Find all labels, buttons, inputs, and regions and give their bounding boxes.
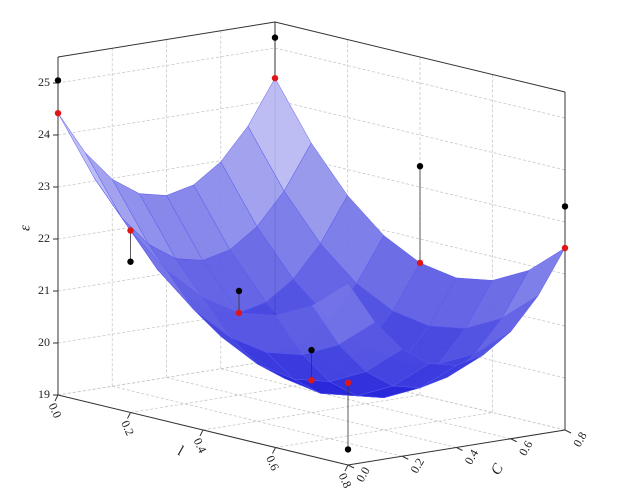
observed-point [235, 287, 243, 295]
x-tick-label: 0.0 [46, 401, 65, 421]
z-tick-label: 23 [38, 179, 50, 193]
y-tick-label: 0.0 [353, 464, 373, 484]
observed-point [54, 77, 62, 84]
observed-point [344, 446, 352, 453]
tick-mark [564, 429, 572, 434]
tick-mark [347, 464, 355, 469]
tick-mark [199, 429, 204, 437]
grid-line [57, 255, 276, 292]
tick-mark [54, 394, 59, 402]
x-tick-label: 0.2 [118, 418, 137, 438]
grid-line [275, 412, 493, 448]
grid-line [57, 307, 276, 344]
x-tick-label: 0.6 [263, 453, 282, 473]
x-tick-label: 0.4 [191, 436, 210, 456]
z-tick-label: 20 [38, 335, 50, 349]
z-tick-label: 25 [38, 75, 50, 89]
y-axis-label: C [488, 461, 507, 479]
fitted-point [54, 109, 62, 117]
observed-point [308, 346, 315, 354]
fitted-point [235, 309, 243, 317]
box-edge [57, 21, 276, 58]
z-tick-label: 24 [38, 127, 50, 141]
y-tick-label: 0.8 [570, 429, 590, 449]
fitted-point [344, 379, 352, 387]
surface-patch [311, 282, 376, 346]
grid-line [57, 359, 276, 396]
y-tick-label: 0.4 [462, 447, 482, 467]
grid-line [130, 377, 348, 413]
fitted-point [271, 74, 279, 82]
z-tick-label: 22 [38, 231, 50, 245]
tick-mark [344, 464, 349, 472]
y-tick-label: 0.6 [516, 438, 536, 458]
grid-line [57, 151, 276, 188]
fitted-point [416, 259, 424, 267]
grid-line [202, 394, 421, 431]
z-tick-label: 21 [38, 283, 50, 297]
x-axis-label: l [175, 443, 184, 459]
fitted-point [561, 244, 569, 252]
z-tick-label: 19 [38, 387, 50, 401]
box-edge [274, 21, 566, 93]
tick-mark [402, 455, 409, 460]
observed-point [271, 34, 279, 41]
y-tick-label: 0.2 [407, 456, 427, 476]
grid-line [57, 47, 276, 84]
z-axis-label: ε [17, 225, 33, 231]
grid-line [57, 203, 276, 240]
fitted-point [308, 377, 315, 384]
grid-line [57, 99, 276, 136]
observed-point [127, 258, 134, 265]
grid-line [112, 385, 403, 457]
fitted-point [127, 227, 134, 234]
tick-mark [456, 447, 463, 451]
tick-mark [127, 412, 131, 419]
tick-mark [272, 447, 276, 454]
observed-point [561, 203, 569, 210]
x-tick-label: 0.8 [336, 471, 355, 491]
observed-point [416, 163, 424, 170]
tick-mark [510, 438, 517, 443]
